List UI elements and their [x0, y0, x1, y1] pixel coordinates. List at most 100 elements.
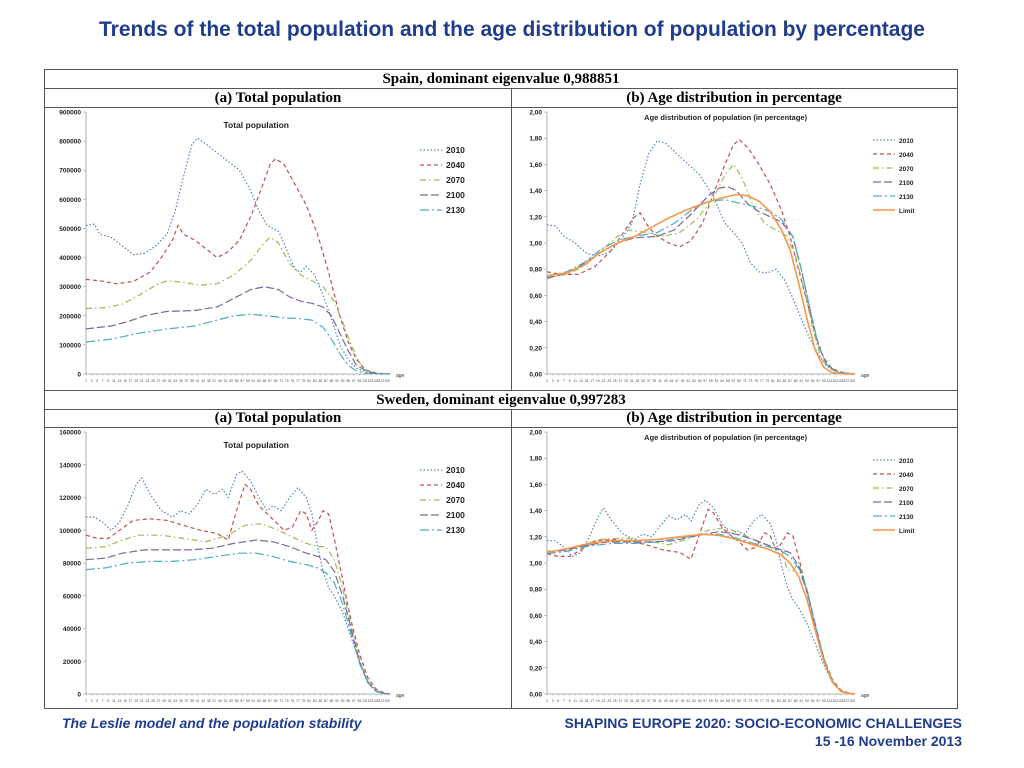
x-tick-label: 87	[788, 699, 792, 703]
legend-label-2040: 2040	[446, 160, 465, 170]
legend-label-2040: 2040	[899, 472, 914, 479]
x-tick-label: 45	[207, 379, 211, 383]
y-tick-label: 1,40	[529, 508, 542, 515]
x-tick-label: 45	[207, 699, 211, 703]
x-tick-label: 87	[324, 379, 328, 383]
x-tick-label: 99	[822, 699, 826, 703]
x-tick-label: 101	[827, 699, 833, 703]
y-tick-label: 800000	[59, 139, 81, 146]
x-tick-label: 73	[749, 699, 753, 703]
x-tick-label: 53	[692, 699, 696, 703]
y-tick-label: 0,20	[529, 345, 542, 352]
spain-total-population-chart: 0 100000 200000 300000 400000 500000 600000 700…	[59, 110, 465, 384]
x-tick-label: 43	[201, 379, 205, 383]
x-axis-label: age	[396, 693, 405, 699]
series-line-2130	[85, 313, 391, 375]
x-tick-label: 59	[246, 379, 250, 383]
x-tick-label: 15	[585, 699, 589, 703]
x-axis-label: age	[861, 373, 870, 379]
spain-header: Spain, dominant eigenvalue 0,988851	[45, 70, 957, 89]
x-tick-label: 5	[96, 379, 98, 383]
x-axis-label: age	[861, 693, 870, 699]
x-tick-label: 103	[832, 699, 838, 703]
x-tick-label: 97	[352, 379, 356, 383]
spain-panel-a-label: (a) Total population	[45, 89, 511, 108]
spain-age-distribution-chart: 0,00 0,20 0,40 0,60 0,80 1,00 1,20 1,40 1,60 1,80…	[529, 110, 915, 384]
x-tick-label: 7	[563, 379, 565, 383]
x-tick-label: 87	[788, 379, 792, 383]
legend-label-2070: 2070	[899, 166, 914, 173]
x-tick-label: 69	[274, 379, 278, 383]
x-tick-label: 59	[709, 699, 713, 703]
y-tick-label: 2,00	[529, 430, 542, 437]
x-tick-label: 11	[574, 699, 578, 703]
chart-title: Age distribution of population (in perce…	[644, 113, 807, 122]
x-tick-label: 103	[368, 379, 374, 383]
y-tick-label: 160000	[59, 430, 81, 437]
x-tick-label: 83	[777, 699, 781, 703]
footer-right-caption: SHAPING EUROPE 2020: SOCIO-ECONOMIC CHAL…	[564, 714, 962, 750]
legend-label-2100: 2100	[899, 500, 914, 507]
legend-label-2010: 2010	[446, 145, 465, 155]
x-tick-label: 41	[196, 379, 200, 383]
spain-divider	[511, 89, 512, 390]
x-tick-label: 19	[596, 379, 600, 383]
x-tick-label: 85	[783, 379, 787, 383]
series-line-2100	[546, 186, 856, 375]
series-line-2040	[85, 157, 391, 375]
x-tick-label: 7	[102, 699, 104, 703]
legend-label-2070: 2070	[899, 486, 914, 493]
chart-title: Total population	[224, 120, 289, 130]
x-tick-label: 11	[112, 379, 116, 383]
x-tick-label: 81	[307, 699, 311, 703]
x-tick-label: 83	[313, 379, 317, 383]
y-tick-label: 700000	[59, 168, 81, 175]
x-tick-label: 61	[715, 699, 719, 703]
y-tick-label: 0,60	[529, 613, 542, 620]
x-tick-label: 45	[669, 699, 673, 703]
series-line-2070	[85, 523, 391, 695]
x-tick-label: 19	[134, 379, 138, 383]
y-tick-label: 1,00	[529, 241, 542, 248]
y-tick-label: 1,60	[529, 162, 542, 169]
sweden-panel-a-label: (a) Total population	[45, 409, 511, 428]
x-tick-label: 97	[816, 379, 820, 383]
x-tick-label: 63	[257, 699, 261, 703]
x-tick-label: 21	[602, 699, 606, 703]
x-tick-label: 83	[313, 699, 317, 703]
x-tick-label: 109	[384, 699, 390, 703]
x-tick-label: 15	[123, 379, 127, 383]
x-tick-label: 1	[546, 379, 548, 383]
x-tick-label: 9	[569, 379, 571, 383]
x-tick-label: 47	[212, 699, 216, 703]
x-tick-label: 53	[229, 379, 233, 383]
x-tick-label: 73	[285, 379, 289, 383]
x-tick-label: 37	[185, 379, 189, 383]
x-tick-label: 105	[838, 699, 844, 703]
legend-label-2010: 2010	[899, 138, 914, 145]
chart-title: Total population	[224, 440, 289, 450]
x-tick-label: 43	[664, 699, 668, 703]
x-tick-label: 1	[85, 379, 87, 383]
x-tick-label: 103	[368, 699, 374, 703]
series-line-2010	[86, 470, 391, 695]
y-tick-label: 0,40	[529, 319, 542, 326]
x-tick-label: 57	[240, 379, 244, 383]
x-tick-label: 31	[168, 379, 172, 383]
x-tick-label: 37	[647, 379, 651, 383]
x-tick-label: 39	[190, 699, 194, 703]
x-tick-label: 67	[268, 379, 272, 383]
y-tick-label: 0	[77, 692, 81, 699]
y-tick-label: 1,40	[529, 188, 542, 195]
y-tick-label: 300000	[59, 284, 81, 291]
x-tick-label: 103	[832, 379, 838, 383]
x-tick-label: 25	[613, 699, 617, 703]
x-tick-label: 79	[766, 379, 770, 383]
x-tick-label: 41	[658, 699, 662, 703]
x-tick-label: 89	[330, 699, 334, 703]
y-tick-label: 140000	[59, 462, 81, 469]
x-tick-label: 47	[675, 699, 679, 703]
x-tick-label: 57	[703, 379, 707, 383]
y-tick-label: 0	[77, 372, 81, 379]
x-tick-label: 95	[346, 379, 350, 383]
